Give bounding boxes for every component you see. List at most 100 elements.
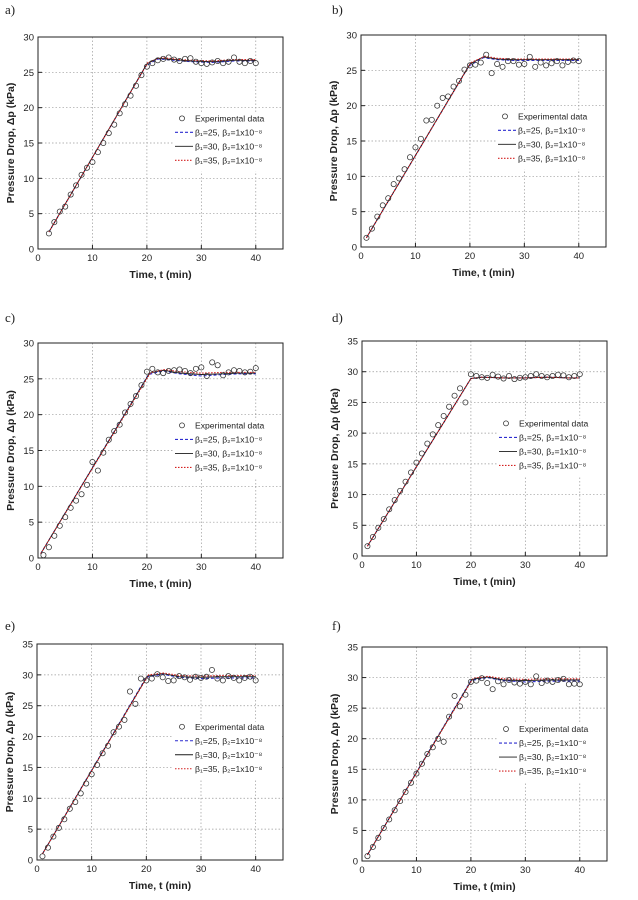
data-point <box>386 506 393 513</box>
data-point <box>181 674 188 681</box>
data-point <box>220 60 227 67</box>
data-point <box>397 487 404 494</box>
data-point <box>473 677 480 684</box>
data-point <box>45 230 52 237</box>
data-point <box>537 59 544 66</box>
x-axis-title: Time, t (min) <box>129 578 191 590</box>
y-tick-label: 5 <box>353 521 358 532</box>
legend-marker-experimental <box>179 115 185 122</box>
y-tick-label: 20 <box>346 101 357 112</box>
data-point <box>386 816 393 823</box>
data-point <box>527 681 534 688</box>
data-point <box>73 497 80 504</box>
data-point <box>214 58 221 65</box>
data-point <box>379 202 386 209</box>
data-point <box>390 181 397 188</box>
legend-label-beta-35: β₁=35, β₂=1x10⁻⁸ <box>195 155 263 165</box>
y-tick-label: 20 <box>23 103 34 114</box>
data-point <box>73 182 80 189</box>
y-tick-label: 30 <box>23 339 34 350</box>
data-point <box>435 735 442 742</box>
data-point <box>50 833 57 840</box>
data-point <box>555 677 561 683</box>
data-point <box>100 140 107 146</box>
data-point <box>209 359 216 366</box>
data-point <box>451 392 458 399</box>
data-point <box>94 761 101 768</box>
data-point <box>231 367 237 374</box>
y-tick-label: 0 <box>28 856 33 867</box>
data-point <box>538 680 545 687</box>
data-point <box>94 467 101 474</box>
data-point <box>187 55 194 62</box>
data-point <box>219 677 226 684</box>
x-tick-label: 40 <box>250 562 261 573</box>
data-point <box>138 382 145 389</box>
data-point <box>225 58 232 65</box>
legend-box <box>497 418 605 477</box>
panel-label: e) <box>5 618 15 633</box>
legend-label-beta-25: β₁=25, β₂=1x10⁻⁸ <box>519 432 587 442</box>
data-point <box>489 686 496 693</box>
x-axis-title: Time, t (min) <box>453 576 515 588</box>
data-point <box>440 412 447 419</box>
data-point <box>571 680 578 687</box>
data-point <box>446 403 453 410</box>
data-point <box>555 371 561 378</box>
data-point <box>171 56 178 63</box>
data-point <box>461 66 468 73</box>
data-point <box>549 373 556 379</box>
y-axis-title: Pressure Drop, Δp (kPa) <box>5 390 17 511</box>
data-point <box>363 234 370 241</box>
legend: Experimental data β₁=25, β₂=1x10⁻⁸ β₁=30, … <box>173 420 281 479</box>
data-point <box>495 373 502 380</box>
legend-label-experimental: Experimental data <box>195 420 264 430</box>
x-tick-label: 10 <box>87 562 98 573</box>
data-point <box>236 367 243 374</box>
y-tick-label: 30 <box>347 367 358 378</box>
panel-label: f) <box>332 618 341 633</box>
data-point <box>236 677 243 684</box>
legend-label-beta-30: β₁=30, β₂=1x10⁻⁸ <box>195 750 263 760</box>
data-point <box>203 372 210 379</box>
data-point <box>225 673 232 680</box>
data-point <box>192 58 199 65</box>
x-tick-label: 30 <box>519 251 530 262</box>
legend-box <box>497 724 605 783</box>
x-tick-label: 10 <box>86 864 97 875</box>
y-tick-label: 30 <box>347 673 358 684</box>
data-point <box>369 843 376 850</box>
legend: Experimental data β₁=25, β₂=1x10⁻⁸ β₁=30, … <box>173 721 281 780</box>
data-point <box>368 225 375 232</box>
data-point <box>170 677 177 684</box>
y-tick-label: 10 <box>23 174 34 185</box>
fit-line-beta-35 <box>40 368 256 554</box>
legend: Experimental data β₁=25, β₂=1x10⁻⁸ β₁=30, … <box>496 111 604 170</box>
data-point <box>247 673 254 680</box>
data-point <box>220 372 227 379</box>
legend-label-beta-25: β₁=25, β₂=1x10⁻⁸ <box>519 738 587 748</box>
data-point <box>484 680 491 687</box>
y-tick-label: 5 <box>28 825 33 836</box>
legend: Experimental data β₁=25, β₂=1x10⁻⁸ β₁=30, … <box>497 724 605 783</box>
data-point <box>429 744 436 751</box>
legend-label-experimental: Experimental data <box>195 722 264 732</box>
data-point <box>494 60 501 67</box>
data-point <box>450 83 457 90</box>
data-point <box>143 368 150 375</box>
data-point <box>230 674 237 681</box>
data-point <box>176 673 183 680</box>
data-point <box>214 675 221 682</box>
data-point <box>385 195 392 202</box>
legend-marker-experimental <box>503 726 509 732</box>
panel-label: d) <box>332 310 343 325</box>
x-tick-label: 0 <box>35 562 40 573</box>
data-point <box>203 673 210 680</box>
data-point <box>554 58 560 65</box>
y-tick-label: 25 <box>347 704 358 715</box>
data-point <box>451 692 458 699</box>
data-point <box>473 373 480 379</box>
y-tick-label: 10 <box>22 794 33 805</box>
data-point <box>495 678 502 685</box>
